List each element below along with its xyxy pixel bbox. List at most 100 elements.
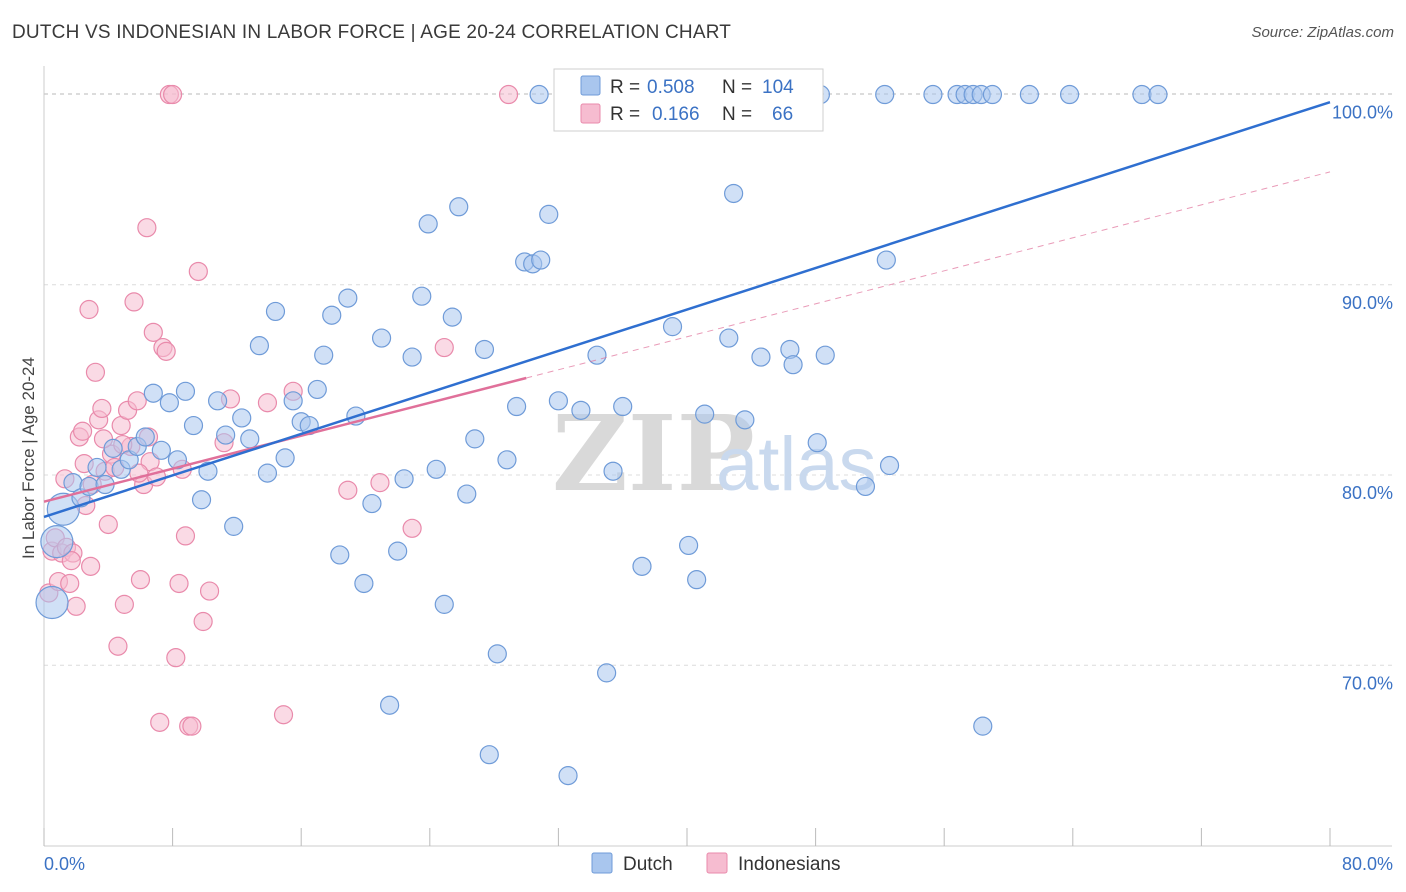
dutch-point <box>275 448 295 468</box>
dutch-point <box>314 345 334 365</box>
dutch-point <box>982 84 1003 105</box>
indonesian-point <box>137 218 157 238</box>
dutch-point <box>338 288 358 308</box>
chart-title: DUTCH VS INDONESIAN IN LABOR FORCE | AGE… <box>12 22 732 43</box>
dutch-point <box>442 307 462 327</box>
dutch-point <box>307 379 327 400</box>
dutch-point <box>362 493 382 514</box>
dutch-point <box>783 355 803 375</box>
dutch-point <box>402 347 422 367</box>
dutch-point <box>1132 84 1152 105</box>
dutch-point <box>167 450 188 470</box>
dutch-point <box>426 459 446 479</box>
dutch-point <box>434 594 454 614</box>
dutch-point <box>388 541 408 561</box>
dutch-point <box>613 396 633 417</box>
dutch-point <box>558 766 578 786</box>
dutch-point <box>879 455 900 476</box>
dutch-point <box>474 339 495 360</box>
indonesian-point <box>98 514 118 535</box>
indonesian-point <box>79 299 99 320</box>
dutch-point <box>283 391 303 411</box>
dutch-point <box>735 410 755 430</box>
dutch-point <box>175 381 196 401</box>
dutch-point <box>143 383 163 403</box>
y-tick-label: 100.0% <box>1332 103 1393 123</box>
indonesian-point <box>338 480 358 500</box>
y-tick-label: 80.0% <box>1342 483 1393 503</box>
dutch-point <box>449 197 469 217</box>
dutch-point <box>662 317 683 337</box>
dutch-point <box>1059 84 1080 105</box>
dutch-point <box>330 545 350 565</box>
dutch-point <box>539 204 559 224</box>
dutch-swatch <box>580 75 601 96</box>
indonesian-point <box>156 341 176 361</box>
source-credit: Source: ZipAtlas.com <box>1251 24 1394 41</box>
dutch-point <box>232 408 252 428</box>
indonesian-r-value: 0.166 <box>652 104 700 125</box>
dutch-point <box>135 427 155 447</box>
dutch-r-value: 0.508 <box>647 77 695 98</box>
dutch-point <box>371 328 392 348</box>
dutch-point <box>394 469 414 489</box>
dutch-point <box>208 391 228 411</box>
dutch-point <box>807 433 827 453</box>
legend-dutch-label: Dutch <box>623 854 673 875</box>
indonesian-point <box>163 84 183 105</box>
indonesian-point <box>61 551 81 571</box>
dutch-point <box>457 484 477 504</box>
indonesian-point <box>273 705 294 725</box>
dutch-point <box>151 440 171 460</box>
dutch-points <box>35 84 1168 786</box>
dutch-point <box>87 457 107 478</box>
dutch-point <box>354 573 374 594</box>
dutch-point <box>603 461 623 481</box>
dutch-point <box>571 400 591 420</box>
y-tick-label: 90.0% <box>1342 293 1393 313</box>
dutch-point <box>875 84 895 105</box>
dutch-point <box>679 535 699 556</box>
indonesian-point <box>182 716 202 736</box>
dutch-point <box>191 490 212 510</box>
dutch-point <box>249 336 270 356</box>
dutch-point <box>855 476 876 497</box>
watermark: ZIP atlas <box>552 392 877 515</box>
dutch-point <box>240 429 260 449</box>
indonesian-point <box>166 648 186 668</box>
grid-lines <box>44 93 1392 666</box>
dutch-point <box>876 250 896 270</box>
y-tick-label: 70.0% <box>1342 673 1393 693</box>
x-tick-labels: 0.0% 80.0% <box>44 854 1393 874</box>
dutch-point <box>695 404 715 424</box>
indonesian-point <box>130 570 151 590</box>
trend-lines <box>43 100 1331 519</box>
x-tick-label: 0.0% <box>44 854 85 874</box>
indonesian-point <box>127 391 147 411</box>
dutch-point <box>216 425 236 445</box>
dutch-point <box>724 183 744 204</box>
indonesian-point <box>193 611 213 632</box>
dutch-point <box>465 429 485 449</box>
dutch-point <box>1019 84 1039 105</box>
dutch-point <box>418 214 438 234</box>
indonesian-swatch <box>580 103 601 124</box>
dutch-point <box>815 345 835 365</box>
dutch-point <box>529 84 549 105</box>
indonesian-trend-extension <box>526 171 1331 379</box>
y-tick-labels: 70.0% 80.0% 90.0% 100.0% <box>1332 103 1393 694</box>
indonesian-point <box>60 573 80 594</box>
indonesian-point <box>169 573 189 594</box>
indonesian-point <box>143 322 163 342</box>
dutch-point <box>497 450 517 470</box>
dutch-point <box>159 393 179 413</box>
indonesian-point <box>85 362 106 382</box>
indonesian-point <box>114 594 134 614</box>
dutch-point <box>224 516 244 536</box>
series-legend: Dutch Indonesians <box>591 852 840 875</box>
dutch-n-label: N = <box>722 77 752 98</box>
indonesian-n-label: N = <box>722 104 752 125</box>
indonesian-point <box>434 337 454 358</box>
indonesian-point <box>498 84 519 105</box>
